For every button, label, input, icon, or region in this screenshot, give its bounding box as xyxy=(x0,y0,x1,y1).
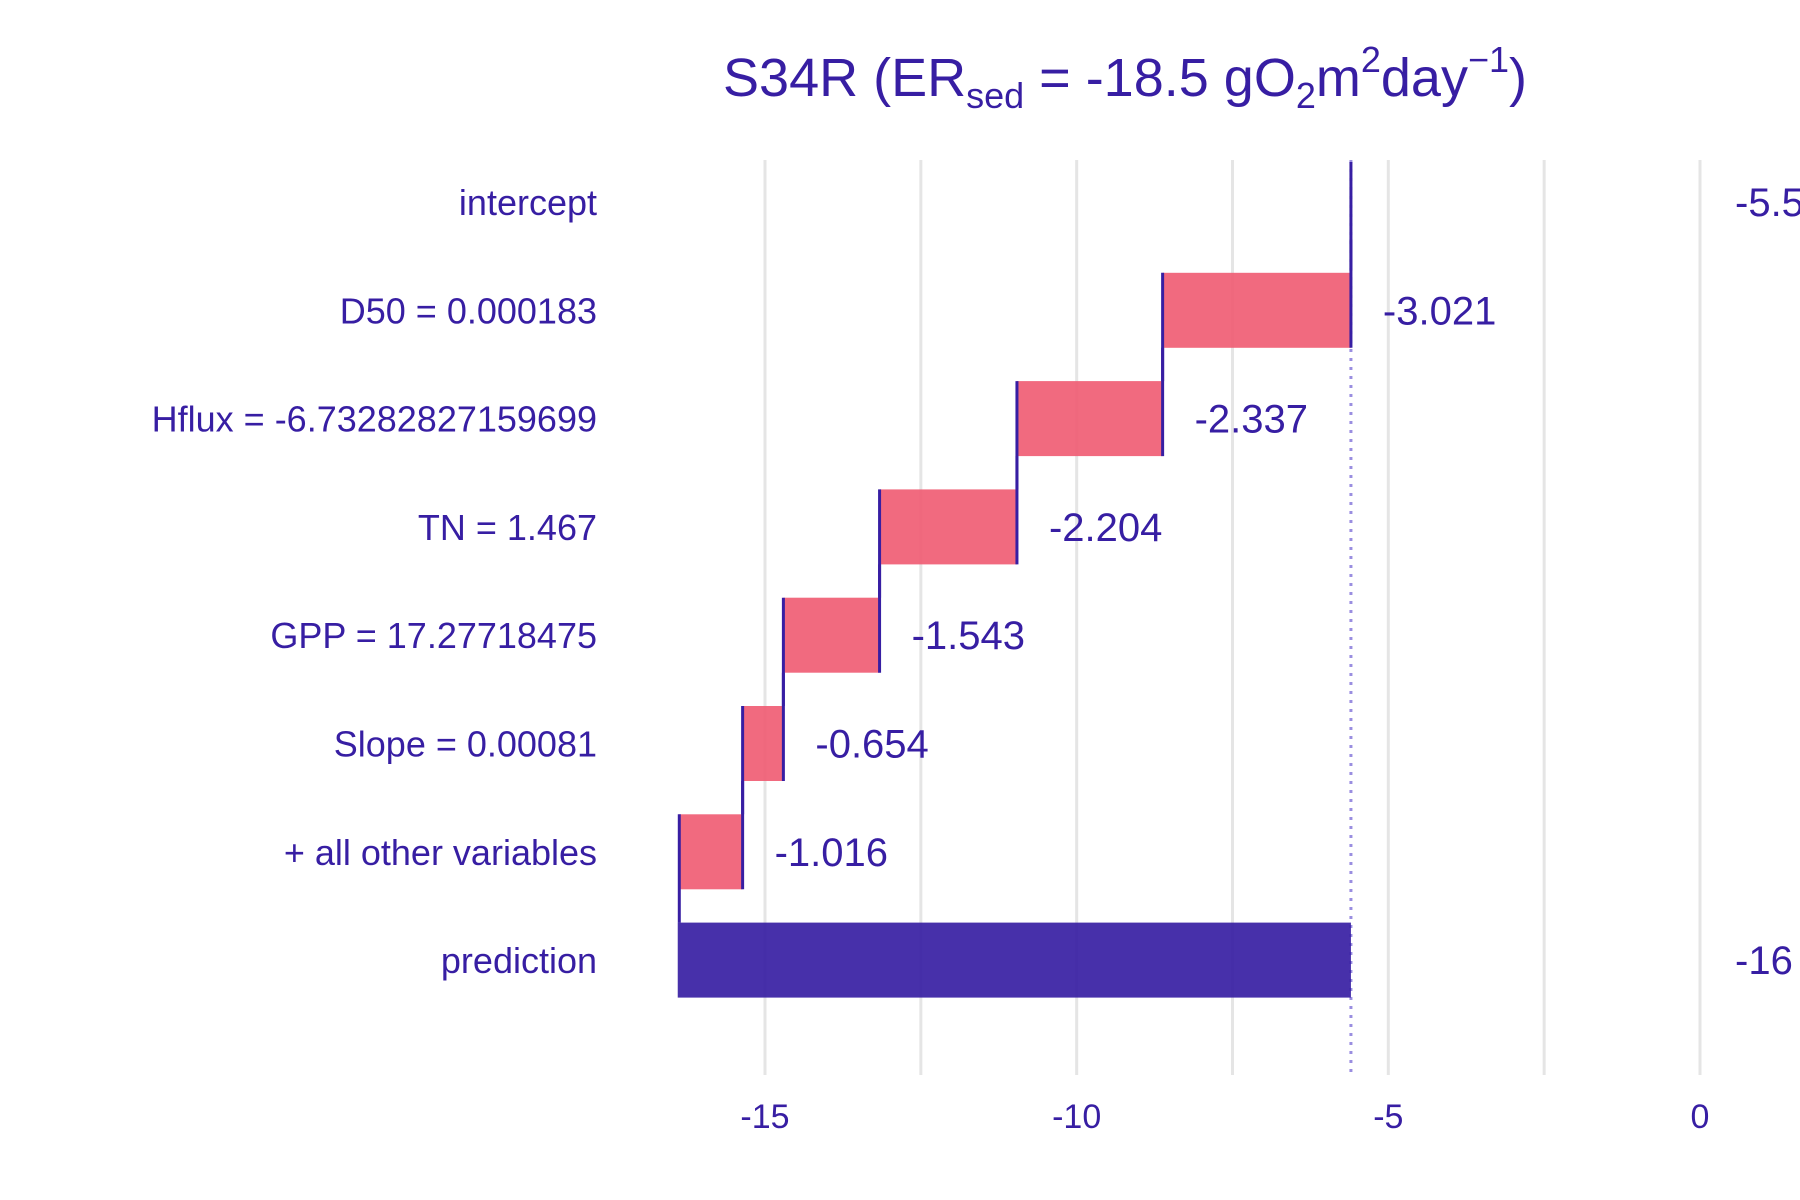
value-label: -5.5 xyxy=(1735,181,1800,225)
x-tick-label: -5 xyxy=(1373,1098,1403,1136)
value-label: -1.543 xyxy=(912,614,1025,658)
x-tick-label: 0 xyxy=(1691,1098,1710,1136)
prediction-bar xyxy=(677,922,1351,998)
category-label: D50 = 0.000183 xyxy=(340,290,597,331)
category-labels: intercept -5.5 D50 = 0.000183 -3.021 Hflux =… xyxy=(152,181,1800,983)
x-axis-ticks: -15 -10 -5 0 xyxy=(740,1098,1709,1136)
category-label: TN = 1.467 xyxy=(418,507,597,548)
bars-layer xyxy=(677,162,1353,998)
value-label: -1.016 xyxy=(775,831,888,875)
category-label: intercept xyxy=(459,182,597,223)
category-label: GPP = 17.27718475 xyxy=(270,615,597,656)
category-label: + all other variables xyxy=(284,832,597,873)
value-label: -0.654 xyxy=(815,723,928,767)
value-label: -2.337 xyxy=(1195,398,1308,442)
contribution-bar xyxy=(783,597,880,673)
value-label: -2.204 xyxy=(1049,506,1162,550)
x-tick-label: -15 xyxy=(740,1098,789,1136)
contribution-bar xyxy=(1016,381,1163,457)
value-label: -3.021 xyxy=(1383,289,1496,333)
contribution-bar xyxy=(879,489,1017,565)
category-label: Hflux = -6.73282827159699 xyxy=(152,399,597,440)
contribution-bar xyxy=(1162,272,1351,348)
category-label: Slope = 0.00081 xyxy=(334,724,597,765)
chart-title: S34R (ERsed = -18.5 gO2m2day−1) xyxy=(723,39,1527,116)
x-tick-label: -10 xyxy=(1052,1098,1101,1136)
contribution-bar xyxy=(742,706,784,781)
contribution-bar xyxy=(679,814,743,890)
category-label: prediction xyxy=(441,940,597,981)
value-label: -16 xyxy=(1735,939,1793,983)
